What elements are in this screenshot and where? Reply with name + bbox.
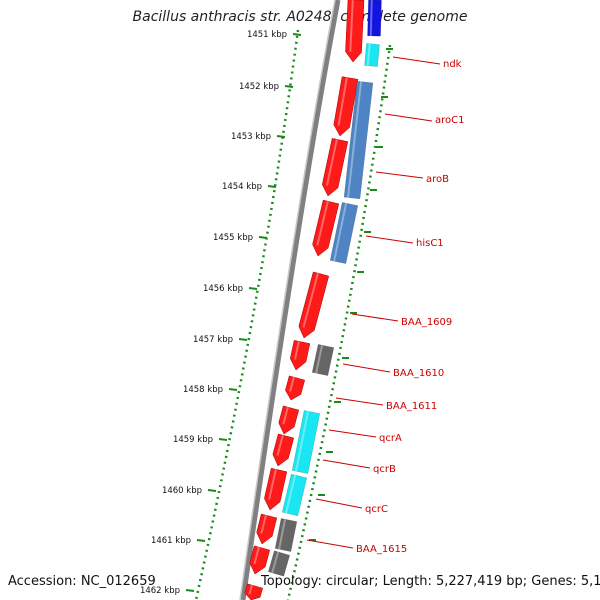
gene-shine [316, 201, 329, 246]
cds-arrow[interactable] [264, 467, 288, 511]
gene-shine [248, 584, 253, 595]
gene-label[interactable]: BAA_1611 [386, 401, 437, 412]
ruler-tick [267, 185, 277, 188]
gene-label-leader [375, 171, 424, 179]
gene-label-leader [351, 313, 399, 322]
gene-shine [289, 376, 295, 392]
ruler-tick [248, 287, 258, 290]
cog-shine [333, 202, 348, 262]
ruler-tick [284, 85, 294, 88]
genome-backbone-highlight [239, 0, 336, 600]
gene-label[interactable]: BAA_1609 [401, 317, 452, 328]
gene-shine [293, 341, 300, 360]
gene-shine [260, 514, 267, 534]
gene-label-leader [392, 56, 441, 65]
cds-arrow[interactable] [244, 583, 264, 600]
gene-shine [349, 0, 354, 52]
cog-block-gray[interactable] [274, 518, 298, 552]
cog-block-cyan[interactable] [281, 473, 308, 517]
gene-shine [276, 434, 284, 456]
ruler-tick-label: 1462 kbp [140, 586, 180, 596]
ruler-tick-label: 1457 kbp [193, 335, 233, 345]
ruler-tick-label: 1452 kbp [239, 82, 279, 92]
ruler-tick-label: 1458 kbp [183, 385, 223, 395]
cds-arrow[interactable] [345, 0, 365, 63]
gene-label[interactable]: BAA_1615 [356, 544, 407, 555]
ruler-tick-label: 1453 kbp [231, 132, 271, 142]
cds-arrow[interactable] [322, 138, 349, 197]
gene-label[interactable]: aroC1 [435, 115, 464, 126]
cog-block-steelblue[interactable] [343, 80, 374, 200]
gene-label-leader [384, 113, 433, 122]
cds-arrow[interactable] [333, 76, 359, 137]
gene-shine [302, 272, 319, 328]
ruler-tick [196, 539, 206, 542]
ruler-tick-label: 1455 kbp [213, 233, 253, 243]
ruler-tick [238, 338, 248, 341]
cds-arrow[interactable] [285, 375, 306, 401]
cds-arrow[interactable] [290, 340, 311, 371]
cds-arrow[interactable] [256, 513, 278, 545]
genome-backbone [240, 0, 341, 600]
ruler-tick-label: 1451 kbp [247, 30, 287, 40]
cog-shine [366, 43, 371, 66]
genome-summary: Topology: circular; Length: 5,227,419 bp… [261, 574, 600, 589]
cog-block-cyan[interactable] [364, 43, 380, 67]
gene-label[interactable]: BAA_1610 [393, 368, 444, 379]
cds-arrow[interactable] [272, 433, 295, 467]
cog-shine [278, 519, 287, 550]
gene-label-leader [328, 429, 377, 438]
gene-label-leader [342, 363, 391, 373]
gene-label[interactable]: qcrC [365, 504, 388, 515]
ruler-tick-label: 1461 kbp [151, 536, 191, 546]
gene-label[interactable]: qcrB [373, 464, 396, 475]
gene-label[interactable]: qcrA [379, 433, 402, 444]
ruler-tick [207, 489, 217, 492]
gene-shine [325, 139, 338, 186]
cog-shine [271, 551, 280, 574]
cog-shine [369, 0, 373, 36]
gene-label-leader [315, 498, 363, 509]
cog-shine [295, 411, 310, 472]
gene-shine [268, 469, 277, 500]
gene-label-leader [306, 539, 354, 549]
gene-label-leader [365, 235, 414, 244]
cog-block-blue[interactable] [367, 0, 382, 37]
cds-arrow[interactable] [312, 199, 340, 257]
ruler-tick-label: 1460 kbp [162, 486, 202, 496]
cog-block-gray[interactable] [311, 344, 335, 376]
ruler-tick-label: 1456 kbp [203, 284, 243, 294]
ruler-tick [276, 135, 286, 138]
gene-label-leader [335, 397, 384, 406]
ruler-tick [292, 33, 302, 36]
gene-label[interactable]: hisC1 [416, 238, 444, 249]
cog-block-steelblue[interactable] [329, 202, 359, 264]
map-title: Bacillus anthracis str. A0248, complete … [132, 9, 468, 25]
gene-shine [337, 77, 348, 126]
cog-block-cyan[interactable] [291, 410, 321, 474]
cog-block-gray[interactable] [267, 550, 291, 577]
ruler-tick [258, 236, 268, 239]
cog-shine [315, 344, 324, 374]
ruler-tick [228, 388, 238, 391]
gene-shine [253, 546, 260, 565]
ruler-tick-label: 1454 kbp [222, 182, 262, 192]
gene-label-leader [322, 459, 371, 469]
ruler-tick [218, 438, 228, 441]
accession-label: Accession: NC_012659 [8, 574, 156, 589]
gene-shine [282, 406, 289, 425]
gene-label[interactable]: aroB [426, 174, 449, 185]
gene-label[interactable]: ndk [443, 59, 462, 70]
cds-arrow[interactable] [249, 545, 271, 575]
cds-arrow[interactable] [278, 405, 300, 435]
cds-arrow[interactable] [298, 271, 330, 339]
ruler-tick-label: 1459 kbp [173, 435, 213, 445]
cog-shine [285, 474, 297, 514]
ruler-tick [185, 589, 195, 592]
cog-shine [347, 81, 363, 198]
